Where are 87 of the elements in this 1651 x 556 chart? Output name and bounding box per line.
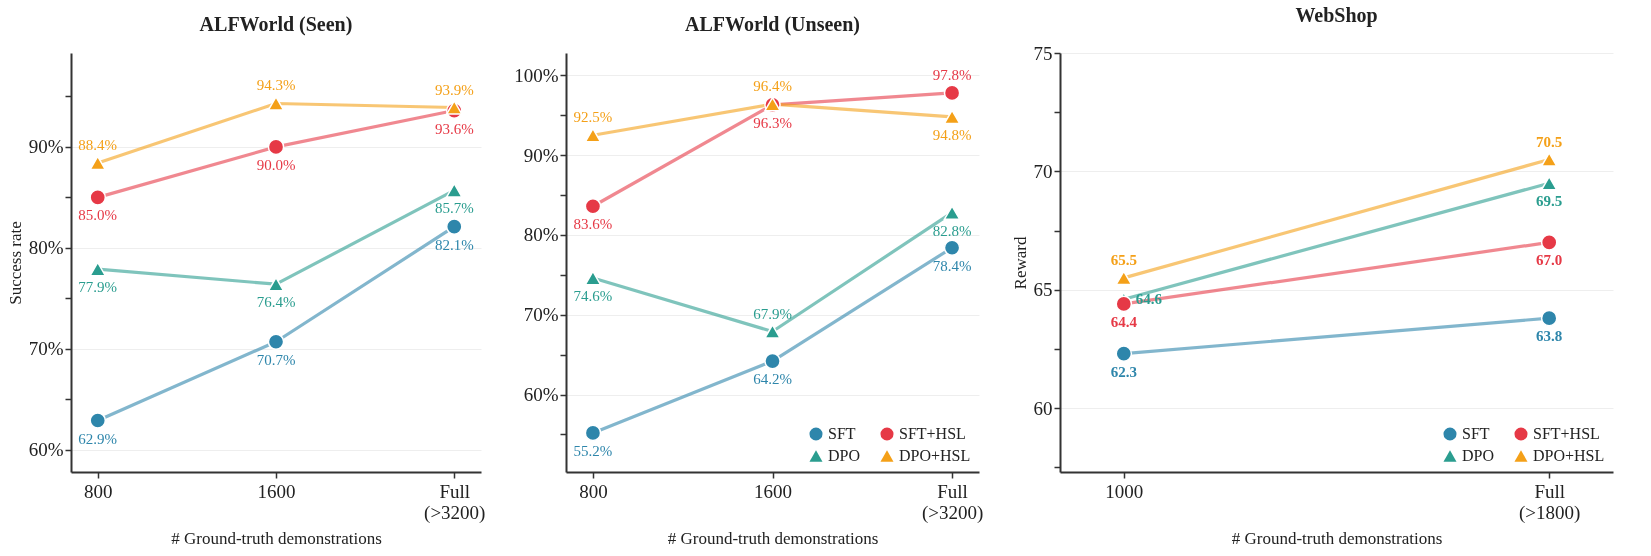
data-label: 97.8% — [932, 66, 972, 83]
data-label: 83.6% — [573, 216, 613, 233]
data-label: 78.4% — [932, 257, 972, 274]
y-tick-label: 70 — [1033, 160, 1053, 182]
data-label: 64.2% — [753, 371, 792, 388]
point — [267, 96, 285, 111]
point — [584, 197, 602, 215]
y-tick-label: 65 — [1033, 279, 1053, 301]
legend-label: DPO — [1462, 447, 1495, 464]
point — [1115, 345, 1133, 362]
x-tick-label: Full (>3200) — [424, 480, 486, 524]
x-tick-label: Full (>1800) — [1519, 480, 1581, 524]
data-label: 55.2% — [573, 442, 613, 459]
point — [89, 412, 107, 429]
x-axis-title: # Ground-truth demonstrations — [1231, 528, 1443, 548]
data-label: 82.8% — [932, 222, 972, 239]
y-tick-label: 100% — [514, 64, 559, 86]
y-axis-title: Success rate — [5, 221, 25, 305]
y-tick-label: 80% — [523, 224, 559, 246]
data-label: 85.0% — [78, 207, 118, 224]
y-tick-label: 60 — [1033, 397, 1053, 419]
legend-label: SFT — [828, 425, 856, 442]
data-label: 82.1% — [434, 236, 474, 253]
data-label: 62.9% — [78, 430, 118, 447]
y-axis-title: Reward — [1010, 236, 1030, 290]
legend-label: SFT+HSL — [899, 425, 966, 442]
data-label: 96.3% — [753, 114, 792, 131]
point — [445, 100, 463, 115]
point — [267, 333, 285, 351]
point — [943, 84, 961, 102]
data-label: 69.5 — [1536, 193, 1563, 210]
point — [1115, 295, 1133, 313]
x-axis-title: # Ground-truth demonstrations — [171, 528, 382, 548]
y-tick-label: 60% — [28, 439, 64, 461]
data-label: 94.8% — [932, 126, 972, 143]
legend-label: DPO+HSL — [1533, 447, 1605, 464]
legend-label: SFT — [1462, 425, 1490, 442]
data-label: 90.0% — [256, 156, 296, 173]
x-tick-label: 800 — [83, 480, 113, 502]
legend-label: DPO+HSL — [899, 447, 971, 464]
y-tick-label: 70% — [523, 304, 559, 326]
point — [267, 138, 285, 156]
y-tick-label: 90% — [28, 136, 64, 158]
data-label: 88.4% — [78, 137, 118, 154]
data-label: 93.9% — [434, 81, 474, 98]
data-label: 67.0 — [1536, 252, 1563, 269]
y-tick-label: 90% — [523, 144, 559, 166]
y-tick-label: 60% — [523, 384, 559, 406]
data-label: 93.6% — [434, 120, 474, 137]
data-label: 67.9% — [753, 305, 792, 322]
chart-title: WebShop — [1295, 4, 1378, 27]
y-tick-label: 70% — [28, 338, 64, 360]
data-label: 94.3% — [256, 77, 296, 94]
data-label: 63.8 — [1536, 328, 1563, 345]
point — [764, 324, 781, 339]
data-label: 70.7% — [256, 351, 296, 368]
legend-label: DPO — [828, 447, 861, 464]
chart-title: ALFWorld (Unseen) — [685, 13, 860, 36]
data-label: 76.4% — [256, 294, 296, 311]
x-tick-label: 1000 — [1105, 480, 1144, 502]
point — [943, 205, 961, 220]
point — [943, 239, 961, 257]
point — [1540, 309, 1558, 327]
data-label: 96.4% — [753, 78, 792, 95]
point — [584, 424, 602, 442]
x-tick-label: 800 — [579, 480, 608, 502]
point — [89, 189, 107, 206]
point — [764, 352, 781, 370]
legend-label: SFT+HSL — [1533, 425, 1600, 442]
point — [445, 218, 463, 235]
data-label: 64.4 — [1110, 313, 1138, 330]
data-label: 92.5% — [573, 109, 613, 126]
data-label: 77.9% — [78, 279, 118, 296]
chart-title: ALFWorld (Seen) — [199, 13, 353, 36]
y-tick-label: 75 — [1033, 42, 1053, 64]
data-label: 62.3 — [1110, 363, 1137, 380]
x-axis-title: # Ground-truth demonstrations — [667, 528, 879, 548]
y-tick-label: 80% — [28, 237, 64, 259]
x-tick-label: Full (>3200) — [921, 480, 984, 524]
x-tick-label: 1600 — [754, 480, 792, 502]
point — [1540, 234, 1558, 251]
data-label: 85.7% — [434, 200, 474, 217]
data-label: 70.5 — [1536, 133, 1563, 150]
data-label: 74.6% — [573, 288, 613, 305]
data-label: 64.6 — [1135, 291, 1163, 308]
x-tick-label: 1600 — [257, 480, 296, 502]
data-label: 65.5 — [1110, 251, 1137, 268]
